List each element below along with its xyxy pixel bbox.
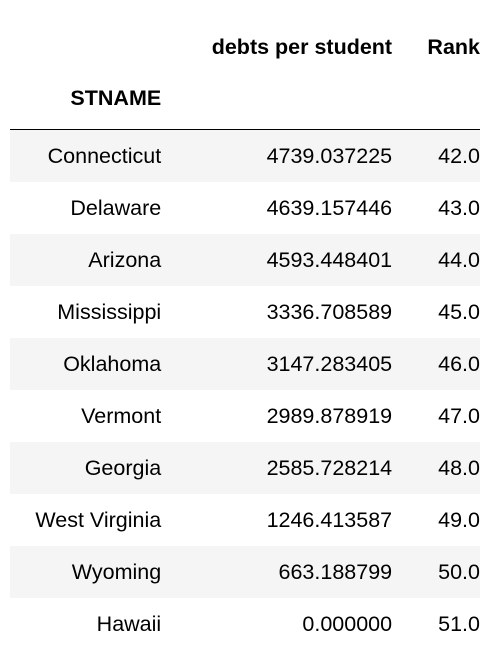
row-index-label: Hawaii [96,611,162,636]
table-row: Delaware 4639.157446 43.0 [10,182,480,234]
dataframe-table: debts per student Rank STNAME Connecticu… [10,28,480,650]
column-header-row: debts per student Rank [10,28,480,67]
index-name-header: STNAME [10,67,162,130]
cell-debts-per-student: 0.000000 [302,611,393,636]
cell-debts-per-student: 1246.413587 [266,507,393,532]
row-index-label: Georgia [10,442,162,494]
cell-debts-per-student: 2989.878919 [266,403,393,428]
cell-debts-per-student: 3336.708589 [266,299,393,324]
index-row-blank [392,67,480,130]
index-name-row: STNAME [10,67,480,130]
cell-debts-per-student: 4739.037225 [161,129,393,182]
cell-rank: 45.0 [438,299,480,324]
cell-rank: 51.0 [438,611,480,636]
cell-rank: 50.0 [392,546,480,598]
cell-debts-per-student: 663.188799 [161,546,393,598]
row-index-label: Vermont [81,403,162,428]
table-row: Oklahoma 3147.283405 46.0 [10,338,480,390]
row-index-label: West Virginia [35,507,162,532]
cell-rank: 44.0 [392,234,480,286]
cell-rank: 49.0 [438,507,480,532]
cell-rank: 47.0 [438,403,480,428]
table-row: Georgia 2585.728214 48.0 [10,442,480,494]
table-row: Mississippi 3336.708589 45.0 [10,286,480,338]
row-index-label: Delaware [70,195,162,220]
row-index-label: Wyoming [10,546,162,598]
table-row: Vermont 2989.878919 47.0 [10,390,480,442]
cell-rank: 43.0 [438,195,480,220]
cell-rank: 48.0 [392,442,480,494]
table-header: debts per student Rank STNAME [10,28,480,130]
cell-debts-per-student: 4593.448401 [161,234,393,286]
row-index-label: Mississippi [57,299,162,324]
table-row: West Virginia 1246.413587 49.0 [10,494,480,546]
column-header-debts-per-student: debts per student [211,35,393,59]
column-header-rank: Rank [427,35,480,59]
table-row: Connecticut 4739.037225 42.0 [10,129,480,182]
cell-rank: 46.0 [392,338,480,390]
cell-debts-per-student: 4639.157446 [266,195,393,220]
table-row: Wyoming 663.188799 50.0 [10,546,480,598]
table-row: Hawaii 0.000000 51.0 [10,598,480,650]
row-index-label: Connecticut [10,129,162,182]
cell-debts-per-student: 2585.728214 [161,442,393,494]
table-row: Arizona 4593.448401 44.0 [10,234,480,286]
table-body: Connecticut 4739.037225 42.0 Delaware 4639.1… [10,129,480,651]
header-blank [10,28,161,67]
cell-debts-per-student: 3147.283405 [161,338,393,390]
index-row-blank [161,67,393,130]
cell-rank: 42.0 [392,129,480,182]
row-index-label: Arizona [10,234,162,286]
row-index-label: Oklahoma [10,338,162,390]
